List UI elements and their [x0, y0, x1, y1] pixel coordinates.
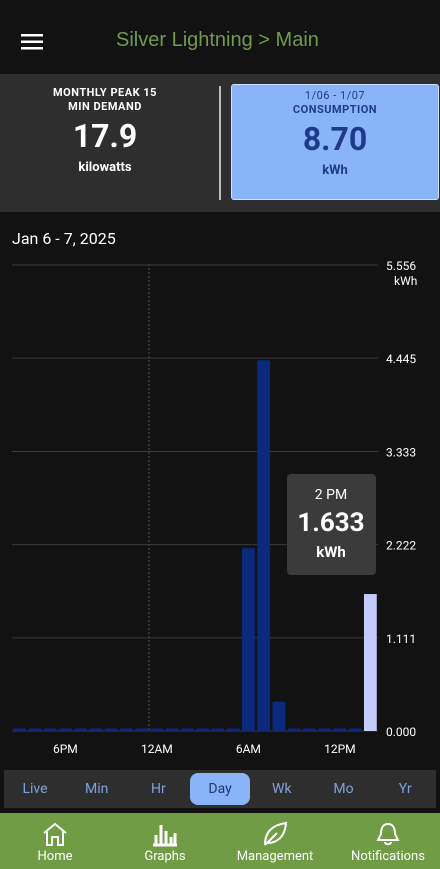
nav-label: Notifications [351, 849, 425, 864]
bottom-nav: Home Graphs Management Notifications [0, 813, 440, 869]
y-tick-label: 0.000 [386, 725, 416, 739]
range-tab[interactable]: Live [22, 781, 48, 797]
tooltip-unit: kWh [316, 543, 346, 561]
bar [119, 728, 133, 731]
bar [150, 728, 164, 731]
bar [318, 728, 332, 731]
tooltip: 2 PM 1.633 kWh [287, 474, 376, 575]
app-bar: Silver Lightning > Main [0, 0, 440, 74]
x-tick-label: 6AM [236, 742, 261, 756]
divider [219, 86, 221, 200]
range-tab[interactable]: Min [85, 781, 109, 797]
summary-cards: MONTHLY PEAK 15 MIN DEMAND 17.9 kilowatt… [0, 74, 440, 212]
card-label: MONTHLY PEAK 15 MIN DEMAND [53, 86, 157, 113]
chart-title: Jan 6 - 7, 2025 [12, 229, 116, 248]
bar [165, 728, 179, 731]
y-tick-label: 3.333 [386, 445, 416, 459]
nav-management[interactable]: Management [225, 813, 325, 869]
demand-card: MONTHLY PEAK 15 MIN DEMAND 17.9 kilowatt… [10, 86, 200, 175]
bar [28, 728, 42, 731]
bar [226, 728, 240, 731]
y-tick-label: 1.111 [386, 632, 416, 646]
bar [302, 728, 316, 731]
y-unit-label: kWh [394, 274, 417, 288]
card-unit: kilowatts [78, 160, 132, 175]
y-tick-label: 2.222 [386, 539, 416, 553]
card-value: 8.70 [302, 120, 368, 158]
bar [241, 548, 255, 731]
x-tick-label: 12PM [324, 742, 356, 756]
bar [257, 360, 271, 731]
nav-label: Management [236, 849, 314, 864]
tooltip-value: 1.633 [297, 508, 364, 538]
bar [89, 728, 103, 731]
bar [196, 728, 210, 731]
page-title: Silver Lightning > Main [116, 29, 319, 51]
bar [272, 701, 286, 731]
range-tabs: Live Min Hr Day Wk Mo Yr [4, 770, 436, 808]
card-value: 17.9 [72, 117, 138, 155]
bar [211, 728, 225, 731]
bar [74, 728, 88, 731]
y-tick-label: 5.556 [386, 259, 416, 273]
card-range: 1/06 - 1/07 [304, 89, 366, 102]
card-unit: kWh [322, 163, 348, 178]
bar [43, 728, 57, 731]
range-tab[interactable]: Day [190, 773, 251, 805]
nav-graphs[interactable]: Graphs [130, 813, 200, 869]
bar [363, 594, 377, 731]
nav-home[interactable]: Home [20, 813, 90, 869]
range-tab[interactable]: Mo [333, 781, 354, 797]
nav-label: Home [37, 849, 73, 864]
nav-label: Graphs [144, 849, 186, 864]
bar [180, 728, 194, 731]
bar [13, 728, 27, 731]
bar [104, 728, 118, 731]
chart-area: Jan 6 - 7, 2025 0.000 1.111 2.222 3.333 4.44… [0, 212, 440, 770]
bar [333, 728, 347, 731]
range-tab[interactable]: Wk [272, 781, 292, 797]
range-tab[interactable]: Yr [398, 781, 412, 797]
x-tick-label: 6PM [53, 742, 78, 756]
menu-button[interactable] [21, 33, 43, 51]
bar [58, 728, 72, 731]
range-tab[interactable]: Hr [151, 781, 166, 797]
tooltip-label: 2 PM [315, 487, 347, 503]
bar [135, 728, 149, 731]
card-label: CONSUMPTION [292, 103, 378, 116]
tooltip-box [287, 474, 376, 575]
x-tick-label: 12AM [141, 742, 173, 756]
consumption-card[interactable]: 1/06 - 1/07 CONSUMPTION 8.70 kWh [231, 84, 439, 200]
chart: Jan 6 - 7, 2025 0.000 1.111 2.222 3.333 4.44… [12, 229, 417, 756]
bar [287, 728, 301, 731]
bar [348, 728, 362, 731]
nav-notifications[interactable]: Notifications [338, 813, 438, 869]
y-tick-label: 4.445 [386, 352, 416, 366]
